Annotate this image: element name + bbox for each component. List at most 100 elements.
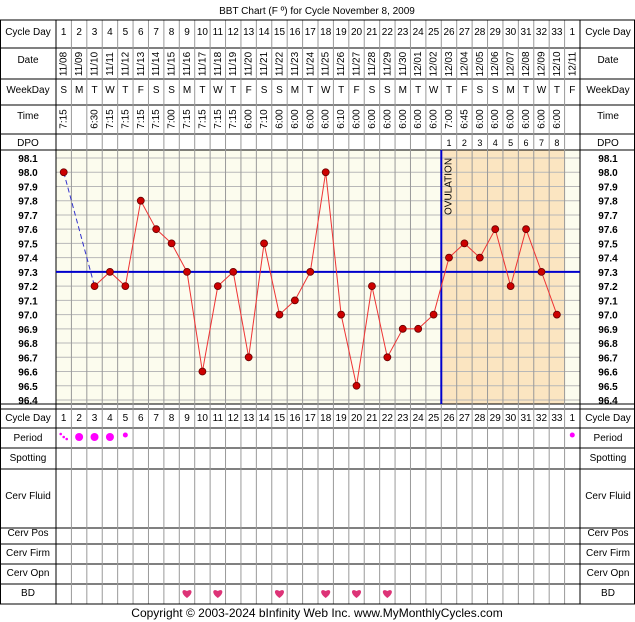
y-tick-label-left: 97.0 [18, 311, 38, 322]
date-cell: 12/03 [444, 51, 455, 76]
date-cell: 11/15 [167, 51, 178, 76]
time-cell: 6:00 [290, 109, 301, 129]
temperature-point [321, 168, 330, 177]
time-cell: 6:00 [475, 109, 486, 129]
weekday-cell: S [276, 85, 283, 96]
row-label-cycle-day-bottom-right: Cycle Day [585, 413, 631, 424]
y-tick-label-left: 96.4 [18, 396, 38, 407]
row-label-cycle-day-right: Cycle Day [585, 27, 631, 38]
cycle-day-cell: 26 [443, 27, 455, 38]
temperature-point [491, 225, 500, 234]
temperature-segment [356, 286, 373, 386]
y-tick-label-right: 98.1 [598, 154, 618, 165]
cycle-day-cell-bottom: 14 [258, 413, 270, 424]
cycle-day-cell-bottom: 5 [123, 413, 129, 424]
cycle-day-cell-bottom: 29 [490, 413, 502, 424]
temperature-segment [371, 286, 388, 358]
cycle-day-cell: 11 [213, 27, 224, 38]
cycle-day-cell: 31 [520, 27, 532, 38]
cycle-day-cell-bottom: 24 [413, 413, 425, 424]
time-cell: 6:00 [274, 109, 285, 129]
y-tick-label-left: 96.7 [18, 353, 38, 364]
bd-heart-icon [382, 590, 392, 598]
row-label-time-right: Time [597, 111, 619, 122]
cycle-day-cell: 1 [61, 27, 67, 38]
cycle-day-cell: 24 [413, 27, 425, 38]
temperature-segment [433, 257, 450, 315]
temperature-point [152, 225, 161, 234]
date-cell: 11/28 [367, 51, 378, 76]
weekday-cell: S [492, 85, 499, 96]
temperature-segment [494, 229, 512, 287]
temperature-point [213, 282, 222, 291]
cycle-day-cell-bottom: 3 [92, 413, 98, 424]
cycle-day-cell: 17 [305, 27, 317, 38]
row-label-cerv-fluid-right: Cerv Fluid [585, 491, 631, 502]
temperature-point [244, 353, 253, 362]
weekday-cell: T [554, 85, 560, 96]
date-cell: 11/20 [244, 51, 255, 76]
row-label-cerv-firm-right: Cerv Firm [586, 548, 630, 559]
bd-heart-icon [213, 590, 223, 598]
weekday-cell: S [261, 85, 268, 96]
cycle-day-cell: 4 [107, 27, 113, 38]
time-cell: 6:00 [429, 109, 440, 129]
temperature-series [59, 168, 561, 390]
temperature-point [290, 296, 299, 305]
y-tick-label-left: 97.3 [18, 268, 38, 279]
weekday-cell: W [213, 85, 223, 96]
cycle-day-cell: 27 [459, 27, 471, 38]
cycle-day-cell: 23 [397, 27, 409, 38]
bd-heart-icon [182, 590, 192, 598]
time-cell: 7:15 [105, 109, 116, 129]
temperature-segment [541, 271, 558, 315]
weekday-cell: W [537, 85, 547, 96]
y-tick-label-right: 97.1 [598, 296, 618, 307]
temperature-point [460, 239, 469, 248]
cycle-day-cell-bottom: 30 [505, 413, 517, 424]
row-label-cerv-pos-right: Cerv Pos [587, 528, 628, 539]
temperature-point [59, 168, 68, 177]
temperature-segment [510, 229, 527, 287]
y-tick-label-left: 97.1 [18, 296, 38, 307]
cycle-day-cell-bottom: 19 [336, 413, 348, 424]
date-cell: 11/29 [382, 51, 393, 76]
y-tick-label-left: 96.5 [18, 382, 38, 393]
temperature-gap-segment [63, 172, 96, 287]
time-cell: 7:15 [136, 109, 147, 129]
time-cell: 6:00 [536, 109, 547, 129]
y-tick-label-right: 97.7 [598, 211, 618, 222]
time-cell: 6:00 [552, 109, 563, 129]
temperature-point [552, 310, 561, 319]
ovulation-label: OVULATION [443, 158, 454, 215]
row-label-period-right: Period [594, 433, 623, 444]
cycle-day-cell: 29 [490, 27, 502, 38]
temperature-segment [525, 229, 542, 273]
temperature-segment [386, 328, 404, 358]
cycle-day-cell: 3 [92, 27, 98, 38]
date-cell: 11/22 [274, 51, 285, 76]
cycle-day-cell: 22 [382, 27, 394, 38]
cycle-day-cell: 19 [336, 27, 348, 38]
cycle-day-cell: 25 [428, 27, 440, 38]
cycle-day-cell-bottom: 1 [570, 413, 576, 424]
cycle-day-cell-bottom: 17 [305, 413, 317, 424]
period-spotting-dot [65, 437, 69, 441]
temperature-point [475, 253, 484, 262]
cycle-day-cell: 5 [123, 27, 129, 38]
date-cell: 12/07 [506, 51, 517, 76]
weekday-cell: M [399, 85, 407, 96]
time-cell: 6:00 [305, 109, 316, 129]
cycle-day-cell: 28 [474, 27, 486, 38]
date-cell: 12/09 [536, 51, 547, 76]
time-cell: 6:00 [367, 109, 378, 129]
date-cell: 12/02 [429, 51, 440, 76]
weekday-cell: S [60, 85, 67, 96]
temperature-segment [232, 271, 250, 358]
temperature-point [306, 267, 315, 276]
cycle-day-cell-bottom: 4 [107, 413, 113, 424]
weekday-cell: F [246, 85, 252, 96]
period-light-dot [122, 432, 128, 438]
dpo-cell: 3 [477, 138, 482, 148]
period-heavy-dot [105, 433, 114, 441]
